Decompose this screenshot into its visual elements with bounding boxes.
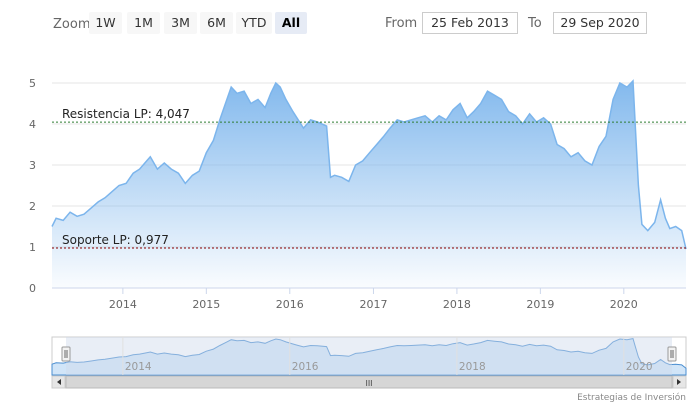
navigator-tick-label: 2016 xyxy=(292,361,319,373)
navigator-right-handle[interactable] xyxy=(667,346,677,362)
chevron-left-icon xyxy=(57,379,61,385)
navigator-tick-label: 2020 xyxy=(626,361,653,373)
scrollbar-right-arrow[interactable] xyxy=(672,375,687,389)
navigator-x-axis: 2014 2016 2018 2020 xyxy=(122,337,653,375)
y-tick-label: 5 xyxy=(29,77,36,90)
y-tick-label: 2 xyxy=(29,200,36,213)
navigator-selection xyxy=(66,337,672,375)
scrollbar[interactable]: III xyxy=(51,375,687,389)
navigator-area xyxy=(51,338,687,376)
zoom-label: Zoom xyxy=(53,17,91,32)
zoom-button-3m[interactable]: 3M xyxy=(164,12,197,34)
x-tick-label: 2018 xyxy=(443,298,471,311)
series-line xyxy=(51,79,687,250)
navigator[interactable]: 2014 2016 2018 2020 xyxy=(51,336,687,376)
scrollbar-left-arrow[interactable] xyxy=(51,375,66,389)
stock-chart: 0 1 2 3 4 5 Resistencia LP: 4,047 Soporte LP:… xyxy=(29,77,687,403)
scrollbar-grip: III xyxy=(365,379,372,388)
x-axis: 2014 2015 2016 2017 2018 2019 2020 xyxy=(109,288,638,311)
zoom-button-6m[interactable]: 6M xyxy=(200,12,233,34)
series-area xyxy=(52,80,686,289)
x-tick-label: 2014 xyxy=(109,298,137,311)
x-tick-label: 2020 xyxy=(610,298,638,311)
from-date-input[interactable]: 25 Feb 2013 xyxy=(422,12,518,34)
x-tick-label: 2017 xyxy=(359,298,387,311)
range-selector: Zoom 1W 1M 3M 6M YTD All From 25 Feb 201… xyxy=(0,0,693,46)
scrollbar-thumb[interactable] xyxy=(65,375,673,389)
y-tick-label: 3 xyxy=(29,159,36,172)
zoom-button-all[interactable]: All xyxy=(275,12,307,34)
resistance-label: Resistencia LP: 4,047 xyxy=(62,107,190,121)
from-label: From xyxy=(385,16,418,31)
chevron-right-icon xyxy=(677,379,681,385)
navigator-tick-label: 2018 xyxy=(459,361,486,373)
navigator-left-handle[interactable] xyxy=(61,346,71,362)
y-tick-label: 4 xyxy=(29,118,36,131)
zoom-button-1m[interactable]: 1M xyxy=(127,12,160,34)
zoom-button-1w[interactable]: 1W xyxy=(89,12,122,34)
y-tick-label: 1 xyxy=(29,241,36,254)
x-tick-label: 2016 xyxy=(276,298,304,311)
navigator-tick-label: 2014 xyxy=(125,361,152,373)
y-axis: 0 1 2 3 4 5 xyxy=(29,77,36,295)
zoom-button-ytd[interactable]: YTD xyxy=(236,12,272,34)
support-label: Soporte LP: 0,977 xyxy=(62,233,169,247)
chart-credit[interactable]: Estrategias de Inversión xyxy=(577,392,686,403)
x-tick-label: 2015 xyxy=(192,298,220,311)
navigator-frame xyxy=(51,336,687,376)
to-label: To xyxy=(528,16,542,31)
x-tick-label: 2019 xyxy=(526,298,554,311)
to-date-input[interactable]: 29 Sep 2020 xyxy=(553,12,647,34)
y-tick-label: 0 xyxy=(29,282,36,295)
